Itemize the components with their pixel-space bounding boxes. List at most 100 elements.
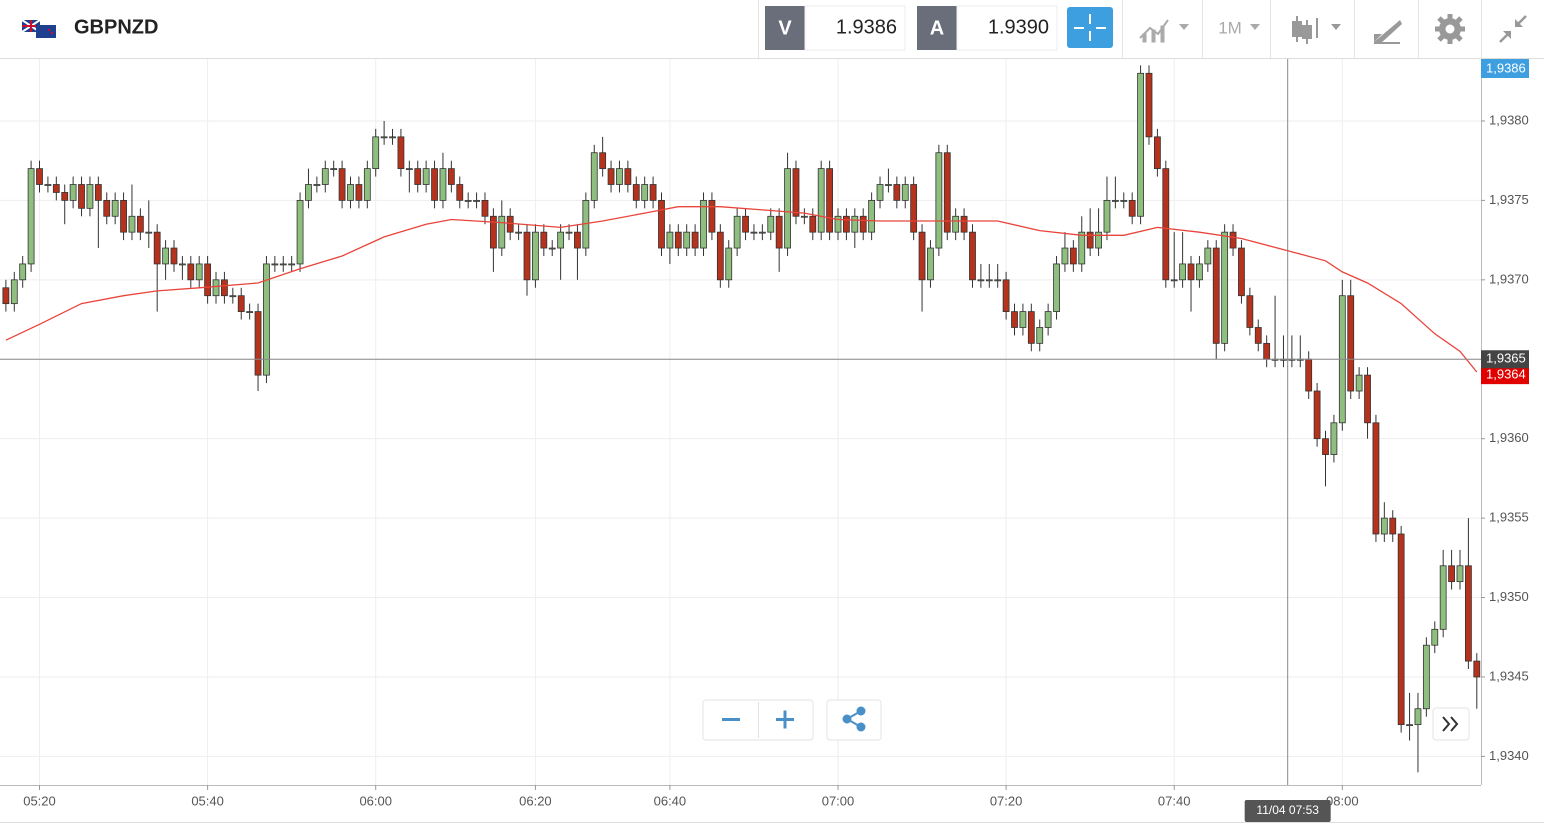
candle-body [397, 136, 405, 170]
draw-tool-button[interactable] [1374, 20, 1402, 44]
ask-button[interactable] [917, 6, 957, 50]
candle-body [86, 184, 94, 209]
candle-body [1204, 247, 1212, 265]
candle-body [1380, 517, 1388, 535]
candle-style-button[interactable] [1292, 16, 1341, 44]
candle-body [590, 152, 598, 201]
x-tick-label: 07:40 [1158, 793, 1191, 808]
candle-body [792, 168, 800, 217]
candle-body [901, 184, 909, 201]
candle-body [1263, 342, 1271, 360]
candle-body [700, 199, 707, 249]
candle-body [111, 199, 119, 217]
candle-body [1330, 422, 1338, 455]
candle-body [389, 136, 396, 139]
candle-body [666, 231, 674, 249]
candle-body [136, 215, 144, 233]
candle-body [876, 184, 884, 201]
x-tick-label: 07:00 [822, 793, 855, 808]
candle-body [170, 247, 178, 265]
candle-body [1221, 231, 1229, 344]
y-tick-label: 1,9355 [1489, 510, 1529, 525]
ask-label: A [930, 17, 944, 39]
crosshair-y-label: 1,9365 [1486, 351, 1526, 366]
candle-body [195, 263, 203, 281]
crosshair-icon [1074, 14, 1106, 41]
share-box [826, 699, 882, 741]
settings-button[interactable] [1435, 14, 1465, 44]
candle-body [1389, 517, 1397, 535]
candle-body [338, 168, 346, 201]
candle-body [834, 215, 842, 233]
x-tick-label: 06:40 [654, 793, 687, 808]
candle-body [321, 168, 329, 185]
share-button[interactable] [842, 706, 866, 732]
candle-body [557, 231, 565, 249]
candle-body [355, 184, 363, 201]
candle-body [1372, 422, 1380, 535]
x-tick-label: 06:20 [519, 793, 552, 808]
candle-body [616, 168, 623, 185]
candle-body [977, 279, 985, 282]
candle-body [1464, 565, 1472, 662]
candle-body [279, 263, 287, 266]
candle-body [632, 184, 640, 201]
zoom-out[interactable] [722, 718, 740, 721]
candle-body [271, 263, 279, 266]
candle-body [153, 231, 161, 265]
candle-body [330, 168, 338, 171]
crosshair-button[interactable] [1067, 7, 1113, 48]
bid-button[interactable] [765, 6, 805, 50]
candle-body [674, 231, 682, 249]
collapse-button[interactable] [1499, 15, 1527, 43]
candle-body [1406, 724, 1413, 727]
candle-body [1069, 247, 1077, 265]
x-tick-label: 05:20 [23, 793, 56, 808]
candle-body [758, 231, 766, 234]
candle-body [1053, 263, 1060, 312]
candle-body [1103, 199, 1111, 233]
candle-body [910, 184, 918, 233]
candle-body [405, 168, 413, 171]
last-price-box [1481, 366, 1529, 385]
y-tick-label: 1,9340 [1489, 748, 1529, 763]
candle-body [1153, 136, 1161, 170]
candle-body [548, 247, 556, 250]
candle-body [658, 199, 665, 249]
candle-body [994, 279, 1002, 282]
moving-average [5, 206, 1478, 373]
chart-type-button[interactable] [1139, 19, 1189, 43]
ask-price: 1.9390 [988, 16, 1049, 38]
candle-body [624, 168, 632, 185]
candle-body [952, 215, 960, 233]
candle-body [515, 231, 523, 234]
candle-body [61, 192, 69, 201]
zoom-in[interactable] [776, 710, 794, 729]
candle-body [162, 247, 169, 265]
candle-body [313, 184, 321, 186]
candle-body [1229, 231, 1237, 249]
candle-body [52, 184, 60, 193]
candle-body [733, 215, 741, 249]
candle-body [1145, 72, 1153, 138]
scroll-end-button[interactable] [1432, 707, 1470, 741]
candle-body [943, 152, 951, 233]
interval[interactable]: 1M [1218, 18, 1242, 37]
symbol: GBPNZD [74, 16, 158, 38]
candle-body [498, 215, 506, 249]
candle-body [187, 263, 195, 281]
flag [21, 19, 56, 38]
ask-marker-label: 1,9386 [1486, 60, 1526, 75]
candle-body [221, 279, 228, 297]
candle-body [683, 231, 691, 249]
candle-body [103, 199, 111, 217]
candle-body [237, 295, 245, 312]
candle-body [1086, 231, 1094, 249]
bid-label: V [778, 17, 792, 39]
candle-body [246, 311, 254, 313]
candle-body [599, 152, 607, 170]
candle-body [1355, 374, 1363, 392]
candle-body [1036, 327, 1044, 344]
candle-body [1120, 199, 1128, 202]
